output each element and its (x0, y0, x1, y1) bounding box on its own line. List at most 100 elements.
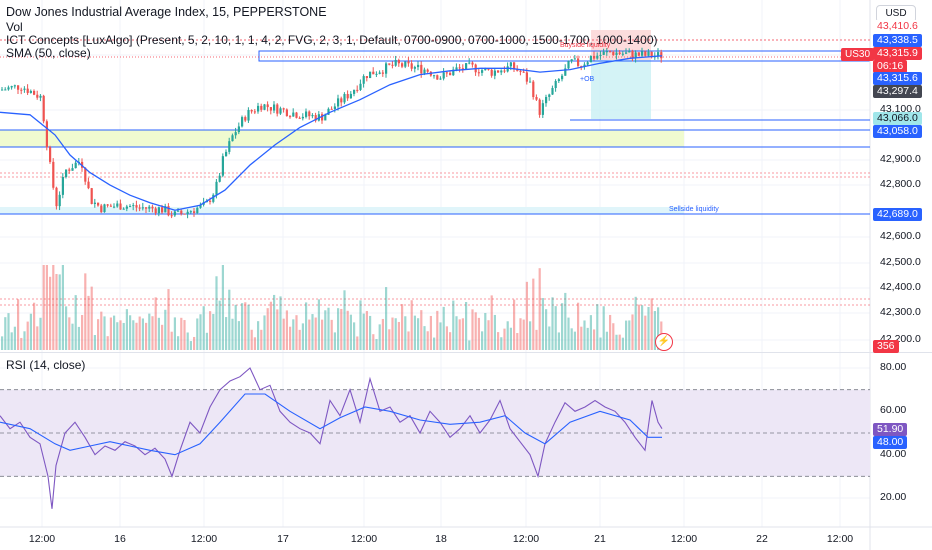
volume-bar (119, 320, 122, 350)
candle-body (327, 108, 330, 115)
rsi-pane (0, 367, 870, 509)
volume-bar (311, 314, 314, 350)
candle-body (535, 97, 538, 100)
volume-bar (36, 326, 39, 350)
candle-body (228, 141, 231, 152)
candle-body (52, 161, 55, 188)
candle-body (577, 58, 580, 66)
price-axis-tick: 42,800.0 (880, 178, 921, 190)
candle-body (39, 95, 42, 98)
volume-bar (231, 318, 234, 350)
candle-body (567, 61, 570, 69)
candle-body (481, 70, 484, 73)
volume-bar (541, 298, 544, 350)
volume-bar (602, 306, 605, 350)
volume-bar (199, 314, 202, 350)
candle-body (541, 103, 544, 115)
volume-bar (202, 306, 205, 350)
rsi-divider[interactable] (0, 352, 932, 353)
volume-bar (535, 329, 538, 350)
candle-body (189, 211, 192, 213)
candle-body (285, 109, 288, 117)
volume-bar (487, 320, 490, 350)
candle-body (148, 206, 151, 209)
candle-body (61, 177, 64, 195)
candle-body (45, 121, 48, 148)
candle-body (4, 89, 7, 91)
candle-body (394, 59, 397, 66)
candle-body (125, 206, 128, 209)
volume-bar (10, 332, 13, 350)
candle-body (548, 94, 551, 97)
price-axis-tick: 42,500.0 (880, 256, 921, 268)
candle-body (193, 211, 196, 213)
volume-bar (561, 303, 564, 350)
price-tag: 43,058.0 (873, 125, 922, 138)
volume-bar (180, 317, 183, 350)
candle-body (141, 207, 144, 209)
sma-indicator-label[interactable]: SMA (50, close) (6, 46, 91, 60)
candle-body (33, 90, 36, 95)
currency-button[interactable]: USD (876, 5, 916, 23)
candle-body (554, 80, 557, 89)
candle-body (119, 203, 122, 210)
price-tag: 43,066.0 (873, 112, 922, 125)
candle-body (487, 68, 490, 70)
candle-body (615, 52, 618, 56)
volume-bar (359, 300, 362, 350)
target-zone (591, 60, 651, 119)
candle-body (276, 104, 279, 114)
volume-bar (282, 318, 285, 350)
volume-bar (148, 313, 151, 350)
volume-bar (497, 332, 500, 350)
candle-body (417, 64, 420, 68)
candle-body (388, 63, 391, 65)
flash-icon[interactable]: ⚡ (655, 333, 673, 351)
candle-body (215, 181, 218, 195)
volume-bar (321, 319, 324, 350)
price-axis-tick: 42,900.0 (880, 153, 921, 165)
volume-bar (84, 273, 87, 350)
candle-body (602, 51, 605, 55)
candle-body (173, 211, 176, 216)
volume-bar (465, 302, 468, 350)
candle-body (308, 111, 311, 117)
candle-body (484, 68, 487, 71)
candle-body (7, 87, 10, 90)
candle-body (545, 96, 548, 104)
candle-body (324, 114, 327, 121)
volume-bar (314, 317, 317, 350)
candle-body (641, 51, 644, 56)
rsi-indicator-label[interactable]: RSI (14, close) (6, 358, 86, 372)
candle-body (55, 187, 58, 207)
candle-body (413, 67, 416, 69)
volume-bar (388, 329, 391, 350)
candle-body (209, 200, 212, 202)
candle-body (71, 168, 74, 171)
volume-bar (308, 319, 311, 350)
volume-bar (65, 306, 68, 350)
vol-label[interactable]: Vol (6, 20, 23, 34)
candle-body (557, 79, 560, 81)
rsi-tag: 48.00 (873, 436, 908, 449)
ob-label: +OB (580, 76, 595, 83)
candle-body (420, 64, 423, 74)
volume-bar (292, 319, 295, 350)
price-axis-tick: 42,300.0 (880, 306, 921, 318)
candle-body (410, 63, 413, 69)
candle-body (612, 52, 615, 56)
candle-body (519, 70, 522, 72)
ict-indicator-label[interactable]: ICT Concepts [LuxAlgo] (Present, 5, 2, 1… (6, 33, 658, 47)
candle-body (634, 52, 637, 59)
volume-bar (324, 310, 327, 350)
candle-body (49, 147, 52, 162)
volume-bar (439, 322, 442, 350)
volume-bar (513, 299, 516, 350)
candle-body (589, 55, 592, 63)
candle-body (452, 69, 455, 76)
volume-bar (436, 310, 439, 350)
volume-bar (484, 312, 487, 350)
volume-bar (605, 331, 608, 350)
candle-body (596, 55, 599, 59)
